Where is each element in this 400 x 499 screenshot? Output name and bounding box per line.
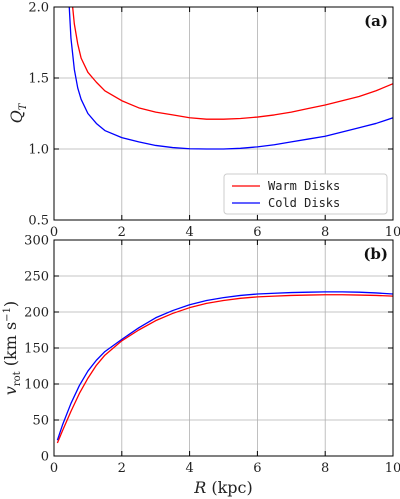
legend-label-warm-disks: Warm Disks [268,179,340,193]
x-tick-label: 6 [253,225,261,240]
y-tick-label: 1.5 [28,72,49,87]
panel-a-legend: Warm Disks Cold Disks [223,173,388,215]
panel-a-label: (a) [364,12,388,30]
series-line-warm-disks [72,7,393,120]
x-tick-label: 0 [50,225,58,240]
panel-a-frame [53,6,394,221]
y-tick-label: 250 [24,270,49,285]
series-line-warm-disks [56,294,393,444]
panel-b-series [56,291,393,444]
panel-b-grid [54,240,393,456]
series-line-cold-disks [68,7,393,150]
y-tick-label: 1.0 [28,143,49,158]
y-tick-label: 150 [24,342,49,357]
x-tick-label: 10 [385,225,400,240]
y-tick-label: 200 [24,306,49,321]
panel-a-y-axis-label: QT [7,102,29,123]
x-tick-label: 2 [118,225,126,240]
panel-a-qt-plot: 0 2 4 6 8 10 0.5 1.0 1.5 2.0 (a) QT Warm Disks Co… [7,1,400,241]
x-tick-label: 10 [385,461,400,476]
y-tick-label: 300 [24,234,49,249]
y-tick-label: 2.0 [28,1,49,16]
x-tick-label: 8 [321,461,329,476]
y-tick-label: 0.5 [28,214,49,229]
x-tick-label: 2 [118,461,126,476]
x-tick-label: 4 [185,461,193,476]
x-tick-label: 8 [321,225,329,240]
panel-a-series [68,7,393,150]
legend-box [223,173,388,215]
x-tick-label: 4 [185,225,193,240]
panel-b-y-axis-label: vrot (km s−1) [1,301,23,395]
legend-label-cold-disks: Cold Disks [268,196,340,210]
series-line-cold-disks [56,291,393,441]
x-tick-label: 0 [50,461,58,476]
y-tick-label: 0 [41,450,49,465]
panel-a-ticks: 0 2 4 6 8 10 0.5 1.0 1.5 2.0 [28,1,400,241]
x-axis-label: R (kpc) [193,478,253,497]
y-tick-label: 100 [24,378,49,393]
x-tick-label: 6 [253,461,261,476]
panel-b-label: (b) [363,245,388,263]
y-tick-label: 50 [32,414,49,429]
